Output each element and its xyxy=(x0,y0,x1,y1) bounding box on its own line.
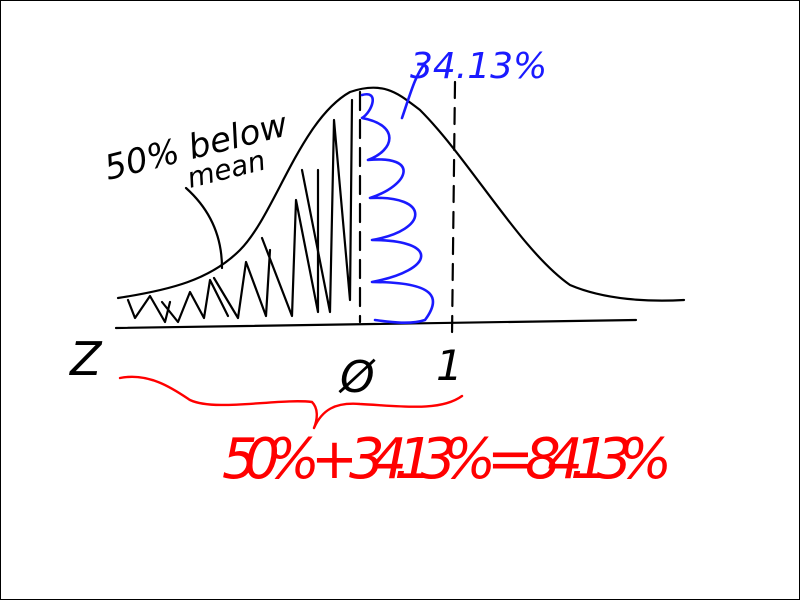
below-mean-pointer xyxy=(184,186,224,270)
right-area-label: 34.13% xyxy=(410,46,547,87)
z-axis-label: Z xyxy=(68,332,103,386)
tick-one-label: 1 xyxy=(436,341,463,390)
tick-zero-label: Ø xyxy=(338,352,376,403)
z-one-dashed-line xyxy=(450,80,457,338)
right-area-zigzag xyxy=(360,93,435,325)
left-area-hatching xyxy=(126,98,354,324)
sum-brace xyxy=(118,375,464,430)
sum-equation: 50% + 34.13% = 84.13% xyxy=(222,427,672,492)
bell-curve xyxy=(116,86,686,302)
right-area-pointer xyxy=(400,60,428,120)
z-axis-line xyxy=(114,318,638,330)
